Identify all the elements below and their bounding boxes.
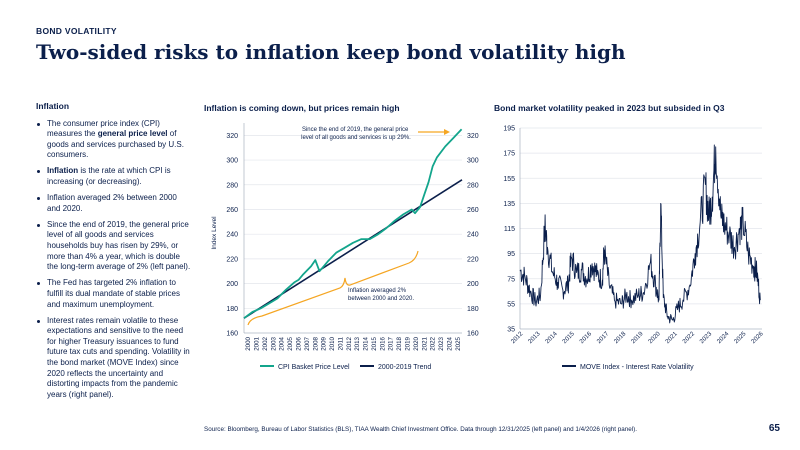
x-tick-label: 2014 [544,330,559,345]
x-tick-label: 2026 [750,330,765,345]
legend-trend-label: 2000-2019 Trend [378,364,431,371]
annotation-avg: Inflation averaged 2% between 2000 and 2… [348,288,414,302]
y2-tick-label: 260 [467,207,479,214]
y-tick-label: 95 [507,251,515,258]
y-tick-label: 320 [226,133,238,140]
y-tick-label: 240 [226,232,238,239]
x-tick-label: 2023 [438,336,445,350]
y2-tick-label: 320 [467,133,479,140]
x-tick-label: 2024 [446,336,453,350]
x-tick-label: 2020 [413,336,420,350]
y-tick-label: 200 [226,281,238,288]
x-tick-label: 2016 [578,330,593,345]
section-eyebrow: BOND VOLATILITY [36,26,117,36]
x-tick-label: 2020 [647,330,662,345]
x-tick-label: 2017 [596,330,611,345]
x-tick-label: 2015 [371,336,378,350]
x-tick-label: 2013 [354,336,361,350]
x-tick-label: 2007 [304,336,311,350]
inflation-notes: Inflation The consumer price index (CPI)… [36,101,192,406]
y-tick-label: 220 [226,256,238,263]
cpi-chart-title: Inflation is coming down, but prices rem… [204,103,400,113]
y2-tick-label: 220 [467,256,479,263]
y-tick-label: 175 [503,151,515,158]
x-tick-label: 2000 [245,336,252,350]
x-tick-label: 2018 [396,336,403,350]
y-tick-label: 115 [504,226,515,233]
x-tick-label: 2014 [363,336,370,350]
x-tick-label: 2021 [664,330,679,345]
annotation-cpi-up: Since the end of 2019, the general price… [301,127,411,141]
x-tick-label: 2010 [329,336,336,350]
page-number: 65 [768,423,780,434]
legend-move-label: MOVE Index - Interest Rate Volatility [580,364,694,371]
bullet-item: The consumer price index (CPI) measures … [37,119,192,161]
x-tick-label: 2013 [527,330,542,345]
cpi-y-axis-label: Index Level [211,216,218,250]
x-tick-label: 2008 [312,336,319,350]
x-tick-label: 2025 [455,336,462,350]
inflation-heading: Inflation [36,101,70,111]
y-tick-label: 195 [503,126,515,133]
y-tick-label: 75 [507,276,515,283]
x-tick-label: 2018 [613,330,628,345]
x-tick-label: 2001 [254,336,261,350]
x-tick-label: 2011 [337,336,344,350]
y2-tick-label: 160 [467,331,479,338]
x-tick-label: 2025 [733,330,748,345]
legend-cpi-label: CPI Basket Price Level [278,364,350,371]
cpi-line [243,128,463,319]
y2-tick-label: 240 [467,232,479,239]
move-legend: MOVE Index - Interest Rate Volatility [562,364,694,371]
y2-tick-label: 200 [467,281,479,288]
bullet-list: The consumer price index (CPI) measures … [36,119,192,401]
y-tick-label: 55 [507,301,515,308]
move-line [519,144,761,324]
x-tick-label: 2019 [405,336,412,350]
x-tick-label: 2021 [421,336,428,350]
y-tick-label: 135 [503,201,515,208]
x-tick-label: 2002 [262,336,269,350]
y-tick-label: 35 [507,327,515,334]
y-tick-label: 260 [226,207,238,214]
page-title: Two-sided risks to inflation keep bond v… [36,40,626,64]
y2-tick-label: 280 [467,182,479,189]
x-tick-label: 2003 [270,336,277,350]
y-tick-label: 155 [503,176,515,183]
x-tick-label: 2017 [388,336,395,350]
bullet-item: Interest rates remain volatile to these … [37,316,192,401]
x-tick-label: 2015 [561,330,576,345]
x-tick-label: 2016 [379,336,386,350]
x-tick-label: 2012 [346,336,353,350]
x-tick-label: 2024 [716,330,731,345]
y2-tick-label: 180 [467,306,479,313]
x-tick-label: 2023 [699,330,714,345]
source-note: Source: Bloomberg, Bureau of Labor Stati… [204,426,637,433]
x-tick-label: 2006 [296,336,303,350]
bullet-item: Inflation is the rate at which CPI is in… [37,166,192,187]
y-tick-label: 180 [226,306,238,313]
y2-tick-label: 300 [467,158,479,165]
y-tick-label: 280 [226,182,238,189]
x-tick-label: 2019 [630,330,645,345]
x-tick-label: 2005 [287,336,294,350]
bullet-item: Since the end of 2019, the general price… [37,219,191,272]
y-tick-label: 160 [226,331,238,338]
cpi-legend: CPI Basket Price Level 2000-2019 Trend [260,364,431,371]
x-tick-label: 2009 [321,336,328,350]
bullet-item: The Fed has targeted 2% inflation to ful… [37,278,192,310]
move-chart-title: Bond market volatility peaked in 2023 bu… [494,103,725,113]
bullet-item: Inflation averaged 2% between 2000 and 2… [37,193,192,214]
x-tick-label: 2022 [430,336,437,350]
annotation-brace [247,250,419,326]
x-tick-label: 2022 [681,330,696,345]
x-tick-label: 2004 [279,336,286,350]
y-tick-label: 300 [226,158,238,165]
annotation-arrowhead [444,129,450,135]
